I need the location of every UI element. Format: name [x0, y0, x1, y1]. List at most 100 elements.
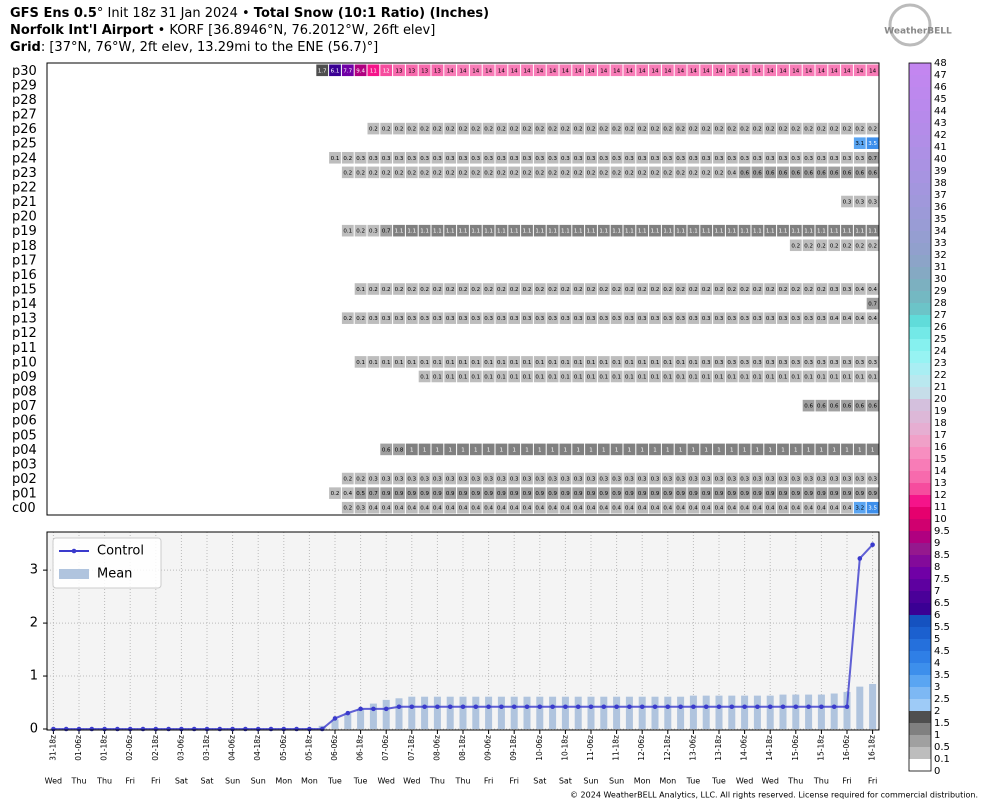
point	[550, 704, 555, 710]
colorbar-segment	[909, 351, 931, 363]
cell	[418, 501, 431, 514]
cell	[789, 370, 802, 383]
cell-label: 13	[396, 68, 403, 74]
cell-label: 0.1	[791, 374, 800, 380]
cell-label: 0.1	[535, 360, 544, 366]
cell	[636, 224, 649, 237]
cell	[495, 472, 508, 485]
cell	[623, 487, 636, 499]
colorbar-segment	[909, 363, 931, 375]
cell	[521, 443, 533, 456]
cell-label: 0.1	[484, 360, 493, 366]
cell	[713, 356, 725, 368]
colorbar-segment	[909, 603, 931, 615]
cell-label: 0.9	[740, 491, 749, 497]
cell-label: 0.1	[638, 360, 647, 366]
cell	[674, 151, 687, 164]
bar	[805, 694, 813, 729]
x-tick-label: 06-18z	[356, 735, 365, 761]
cell-label: 1.1	[804, 229, 813, 235]
point	[243, 726, 248, 732]
cell	[636, 166, 649, 179]
cell	[380, 472, 393, 485]
cell-label: 0.2	[382, 127, 391, 133]
colorbar-label: 20	[934, 394, 947, 405]
cell	[713, 370, 725, 383]
cell	[521, 151, 533, 164]
cell	[700, 122, 713, 135]
cell	[431, 283, 444, 295]
cell	[597, 64, 610, 77]
cell	[802, 399, 815, 412]
cell-label: 0.3	[651, 156, 660, 162]
cell-label: 0.3	[663, 316, 672, 322]
cell-label: 1.1	[651, 229, 660, 235]
cell	[610, 166, 623, 179]
cell	[738, 356, 751, 368]
x-tick-label: 01-06z	[74, 735, 83, 761]
cell	[469, 443, 482, 456]
cell-label: 0.6	[791, 170, 800, 176]
cell	[482, 443, 495, 456]
cell-label: 0.2	[510, 287, 519, 293]
colorbar-label: 40	[934, 154, 947, 165]
point	[499, 704, 504, 710]
cell-label: 0.2	[471, 127, 480, 133]
cell	[546, 501, 559, 514]
cell	[341, 312, 354, 324]
cell	[649, 64, 661, 77]
x-tick-label: 08-06z	[432, 735, 441, 761]
cell-label: 0.4	[471, 506, 480, 512]
cell	[610, 64, 623, 77]
colorbar-segment	[909, 459, 931, 471]
cell-label: 0.2	[625, 127, 634, 133]
cell-label: 0.4	[791, 506, 800, 512]
cell-label: 0.3	[830, 360, 839, 366]
cell-label: 0.6	[868, 404, 877, 410]
cell	[789, 166, 802, 179]
cell	[828, 370, 841, 383]
colorbar-label: 6.5	[934, 598, 950, 609]
cell-label: 0.3	[727, 477, 736, 483]
colorbar-label: 0.5	[934, 742, 950, 753]
cell	[713, 501, 725, 514]
cell-label: 1	[717, 447, 721, 453]
cell	[815, 487, 828, 499]
cell	[738, 443, 751, 456]
cell	[508, 501, 521, 514]
cell-label: 13	[421, 68, 428, 74]
cell-label: 0.2	[612, 287, 621, 293]
cell-label: 0.2	[382, 170, 391, 176]
cell-label: 0.2	[753, 287, 762, 293]
cell-label: 14	[588, 68, 595, 74]
bar	[779, 694, 787, 729]
point	[332, 716, 338, 721]
colorbar-segment	[909, 303, 931, 315]
cell	[841, 283, 853, 295]
cell	[444, 487, 457, 499]
y-tick-label: 3	[30, 563, 38, 578]
cell	[572, 472, 585, 485]
cell-label: 3.2	[855, 506, 864, 512]
cell	[597, 166, 610, 179]
cell	[623, 501, 636, 514]
cell	[674, 224, 687, 237]
cell-label: 0.4	[433, 506, 442, 512]
cell-label: 0.1	[663, 374, 672, 380]
cell	[764, 443, 777, 456]
cell	[469, 283, 482, 295]
cell	[764, 312, 777, 324]
cell	[674, 472, 687, 485]
cell	[444, 122, 457, 135]
cell	[815, 283, 828, 295]
day-label: Thu	[813, 777, 829, 786]
cell-label: 1.1	[727, 229, 736, 235]
row-label: p28	[12, 93, 37, 108]
cell	[521, 224, 533, 237]
row-label: p14	[12, 297, 37, 312]
cell-label: 0.4	[343, 491, 352, 497]
cell-label: 1.1	[548, 229, 557, 235]
cell-label: 0.3	[715, 156, 724, 162]
cell	[841, 195, 853, 208]
